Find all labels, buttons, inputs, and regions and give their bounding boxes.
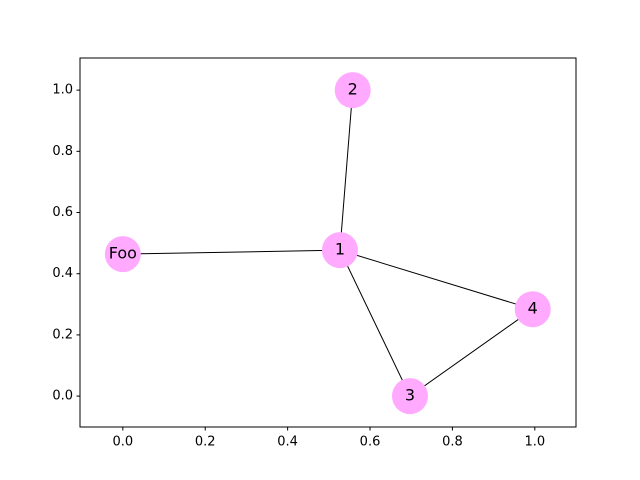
y-tick-label: 0.0 bbox=[52, 389, 73, 404]
edge bbox=[339, 90, 354, 251]
x-tick-label: 0.0 bbox=[113, 435, 134, 450]
edge bbox=[122, 249, 340, 255]
x-tick-label: 1.0 bbox=[524, 435, 545, 450]
node bbox=[321, 232, 358, 269]
node bbox=[514, 291, 551, 328]
x-tick-label: 0.4 bbox=[277, 435, 298, 450]
x-tick-label: 0.2 bbox=[195, 435, 216, 450]
edge bbox=[409, 308, 534, 397]
node-label: 2 bbox=[348, 80, 358, 99]
node bbox=[334, 72, 371, 109]
y-tick-label: 0.2 bbox=[52, 327, 73, 342]
x-tick-label: 0.6 bbox=[360, 435, 381, 450]
edge bbox=[339, 249, 411, 397]
y-tick-label: 0.6 bbox=[52, 205, 73, 220]
x-tick-label: 0.8 bbox=[442, 435, 463, 450]
y-tick-label: 0.8 bbox=[52, 144, 73, 159]
y-tick-label: 0.4 bbox=[52, 266, 73, 281]
node-label: 4 bbox=[528, 299, 538, 318]
node bbox=[104, 236, 141, 273]
node-label: 3 bbox=[405, 386, 415, 405]
y-tick-label: 1.0 bbox=[52, 83, 73, 98]
node-label: 1 bbox=[335, 240, 345, 259]
node bbox=[391, 378, 428, 415]
node-label: Foo bbox=[109, 244, 137, 263]
edge bbox=[339, 249, 533, 310]
